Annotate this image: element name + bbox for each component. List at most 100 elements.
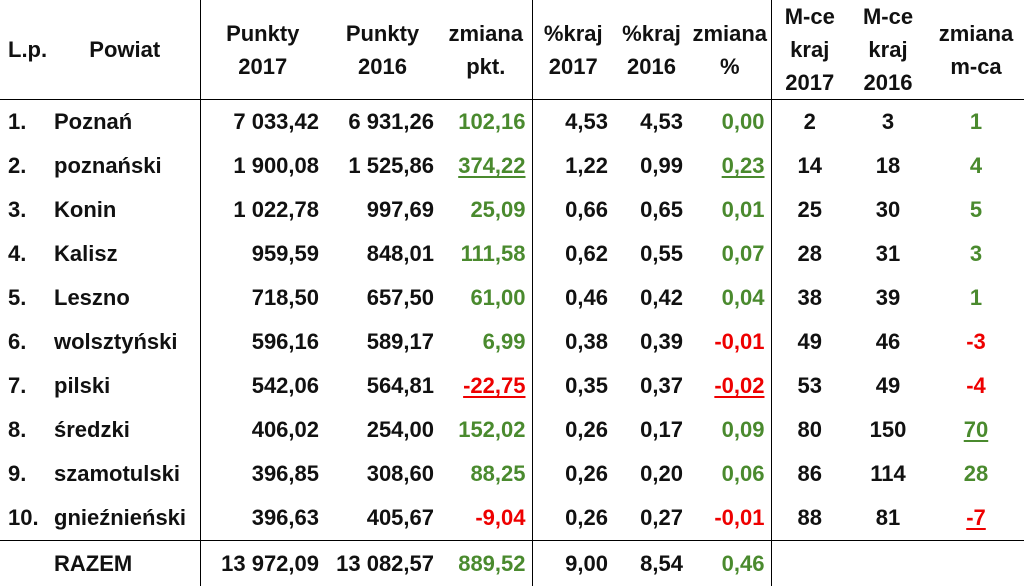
cell-pkt2017: 7 033,42 bbox=[199, 99, 325, 144]
cell-mce2016: 81 bbox=[875, 505, 901, 530]
cell-mce2017: 25 bbox=[770, 188, 848, 232]
cell-pkt2016: 589,17 bbox=[366, 329, 434, 354]
cell-zmiana-mca: -7 bbox=[966, 505, 986, 530]
cell-zmiana-mca: -3 bbox=[966, 329, 986, 354]
cell-powiat: Leszno bbox=[54, 285, 130, 310]
cell-kraj2017: 1,22 bbox=[531, 144, 614, 188]
cell-pkt2016: 6 931,26 bbox=[348, 109, 434, 134]
header-mce2016: M-ce kraj 2016 bbox=[848, 0, 928, 100]
table-row: 4. Kalisz 959,59 848,01 111,58 0,62 0,55 0,07 28… bbox=[0, 232, 1024, 276]
cell-zmiana-proc: 0,09 bbox=[721, 417, 765, 442]
header-lp: L.p. bbox=[0, 0, 50, 100]
cell-lp: 8. bbox=[8, 417, 27, 442]
total-kraj2017: 9,00 bbox=[531, 540, 614, 586]
cell-zmiana-mca: 70 bbox=[963, 417, 989, 442]
cell-zmiana-mca: 1 bbox=[969, 285, 983, 310]
cell-lp: 5. bbox=[8, 285, 27, 310]
table-body: 1. Poznań 7 033,42 6 931,26 102,16 4,53 4,53 0,… bbox=[0, 99, 1024, 541]
table-row: 10. gnieźnieński 396,63 405,67 -9,04 0,26 0,27… bbox=[0, 496, 1024, 541]
cell-pkt2016: 254,00 bbox=[366, 417, 434, 442]
cell-lp: 7. bbox=[8, 373, 27, 398]
cell-zmiana-pkt: 111,58 bbox=[460, 241, 526, 266]
cell-zmiana-pkt: 25,09 bbox=[470, 197, 526, 222]
cell-kraj2017: 0,26 bbox=[531, 496, 614, 541]
header-pkt2016: Punkty 2016 bbox=[325, 0, 440, 100]
cell-pkt2016: 657,50 bbox=[366, 285, 434, 310]
cell-mce2016: 30 bbox=[875, 197, 901, 222]
cell-kraj2017: 4,53 bbox=[531, 99, 614, 144]
cell-mce2016: 31 bbox=[875, 241, 901, 266]
table-row: 8. średzki 406,02 254,00 152,02 0,26 0,17 0,09 8… bbox=[0, 408, 1024, 452]
cell-mce2016: 39 bbox=[875, 285, 901, 310]
cell-powiat: wolsztyński bbox=[54, 329, 178, 354]
cell-zmiana-pkt: -9,04 bbox=[475, 505, 526, 530]
cell-lp: 4. bbox=[8, 241, 27, 266]
cell-zmiana-proc: 0,04 bbox=[721, 285, 765, 310]
cell-kraj2016: 0,42 bbox=[640, 285, 683, 310]
cell-kraj2016: 0,55 bbox=[640, 241, 683, 266]
table-header: L.p. Powiat Punkty 2017 Punkty 2016 zmiana… bbox=[0, 0, 1024, 100]
cell-kraj2016: 0,17 bbox=[640, 417, 683, 442]
cell-pkt2016: 997,69 bbox=[366, 197, 434, 222]
cell-kraj2017: 0,62 bbox=[531, 232, 614, 276]
cell-zmiana-mca: 5 bbox=[969, 197, 983, 222]
cell-kraj2017: 0,26 bbox=[531, 452, 614, 496]
cell-powiat: gnieźnieński bbox=[54, 505, 187, 530]
cell-mce2016: 46 bbox=[875, 329, 901, 354]
header-kraj2016: %kraj 2016 bbox=[614, 0, 689, 100]
header-kraj2017: %kraj 2017 bbox=[531, 0, 614, 100]
cell-mce2017: 38 bbox=[770, 276, 848, 320]
cell-kraj2016: 0,99 bbox=[640, 153, 683, 178]
cell-powiat: Konin bbox=[54, 197, 117, 222]
cell-zmiana-proc: 0,01 bbox=[721, 197, 765, 222]
cell-mce2017: 49 bbox=[770, 320, 848, 364]
cell-mce2016: 114 bbox=[870, 461, 906, 486]
header-zmiana-pkt: zmiana pkt. bbox=[440, 0, 532, 100]
total-zmiana-proc: 0,46 bbox=[689, 540, 771, 586]
cell-pkt2017: 718,50 bbox=[199, 276, 325, 320]
cell-mce2017: 28 bbox=[770, 232, 848, 276]
cell-zmiana-proc: 0,07 bbox=[721, 241, 765, 266]
cell-pkt2017: 542,06 bbox=[199, 364, 325, 408]
cell-lp: 10. bbox=[8, 505, 39, 530]
cell-kraj2016: 4,53 bbox=[640, 109, 683, 134]
cell-powiat: Kalisz bbox=[54, 241, 118, 266]
table-footer: RAZEM 13 972,09 13 082,57 889,52 9,00 8,… bbox=[0, 540, 1024, 586]
cell-powiat: średzki bbox=[54, 417, 130, 442]
table-row: 7. pilski 542,06 564,81 -22,75 0,35 0,37 -0,02 5… bbox=[0, 364, 1024, 408]
cell-zmiana-pkt: 88,25 bbox=[470, 461, 526, 486]
cell-mce2017: 86 bbox=[770, 452, 848, 496]
total-kraj2016: 8,54 bbox=[614, 540, 689, 586]
total-pkt2016: 13 082,57 bbox=[325, 540, 440, 586]
cell-zmiana-mca: -4 bbox=[966, 373, 986, 398]
cell-zmiana-pkt: 61,00 bbox=[470, 285, 526, 310]
header-zmiana-mca: zmiana m-ca bbox=[928, 0, 1024, 100]
cell-pkt2016: 564,81 bbox=[366, 373, 434, 398]
cell-kraj2017: 0,46 bbox=[531, 276, 614, 320]
cell-mce2016: 150 bbox=[869, 417, 907, 442]
table-row: 5. Leszno 718,50 657,50 61,00 0,46 0,42 0,04 38 3… bbox=[0, 276, 1024, 320]
cell-pkt2017: 406,02 bbox=[199, 408, 325, 452]
cell-zmiana-proc: -0,02 bbox=[714, 373, 765, 398]
cell-pkt2017: 396,85 bbox=[199, 452, 325, 496]
cell-kraj2016: 0,39 bbox=[640, 329, 683, 354]
cell-zmiana-mca: 1 bbox=[969, 109, 983, 134]
cell-pkt2017: 396,63 bbox=[199, 496, 325, 541]
table-row: 1. Poznań 7 033,42 6 931,26 102,16 4,53 4,53 0,… bbox=[0, 99, 1024, 144]
table-row: 2. poznański 1 900,08 1 525,86 374,22 1,22 0,9… bbox=[0, 144, 1024, 188]
total-row: RAZEM 13 972,09 13 082,57 889,52 9,00 8,… bbox=[0, 540, 1024, 586]
cell-kraj2016: 0,37 bbox=[640, 373, 683, 398]
table-row: 9. szamotulski 396,85 308,60 88,25 0,26 0,20 0,… bbox=[0, 452, 1024, 496]
cell-zmiana-mca: 28 bbox=[963, 461, 989, 486]
cell-pkt2017: 1 900,08 bbox=[199, 144, 325, 188]
cell-pkt2016: 308,60 bbox=[366, 461, 434, 486]
cell-kraj2016: 0,20 bbox=[640, 461, 683, 486]
cell-kraj2017: 0,66 bbox=[531, 188, 614, 232]
table-row: 6. wolsztyński 596,16 589,17 6,99 0,38 0,39 -0,… bbox=[0, 320, 1024, 364]
header-zmiana-proc: zmiana% bbox=[689, 0, 771, 100]
cell-mce2017: 53 bbox=[770, 364, 848, 408]
cell-kraj2017: 0,35 bbox=[531, 364, 614, 408]
cell-zmiana-mca: 3 bbox=[969, 241, 983, 266]
cell-zmiana-pkt: 6,99 bbox=[482, 329, 526, 354]
cell-kraj2017: 0,26 bbox=[531, 408, 614, 452]
